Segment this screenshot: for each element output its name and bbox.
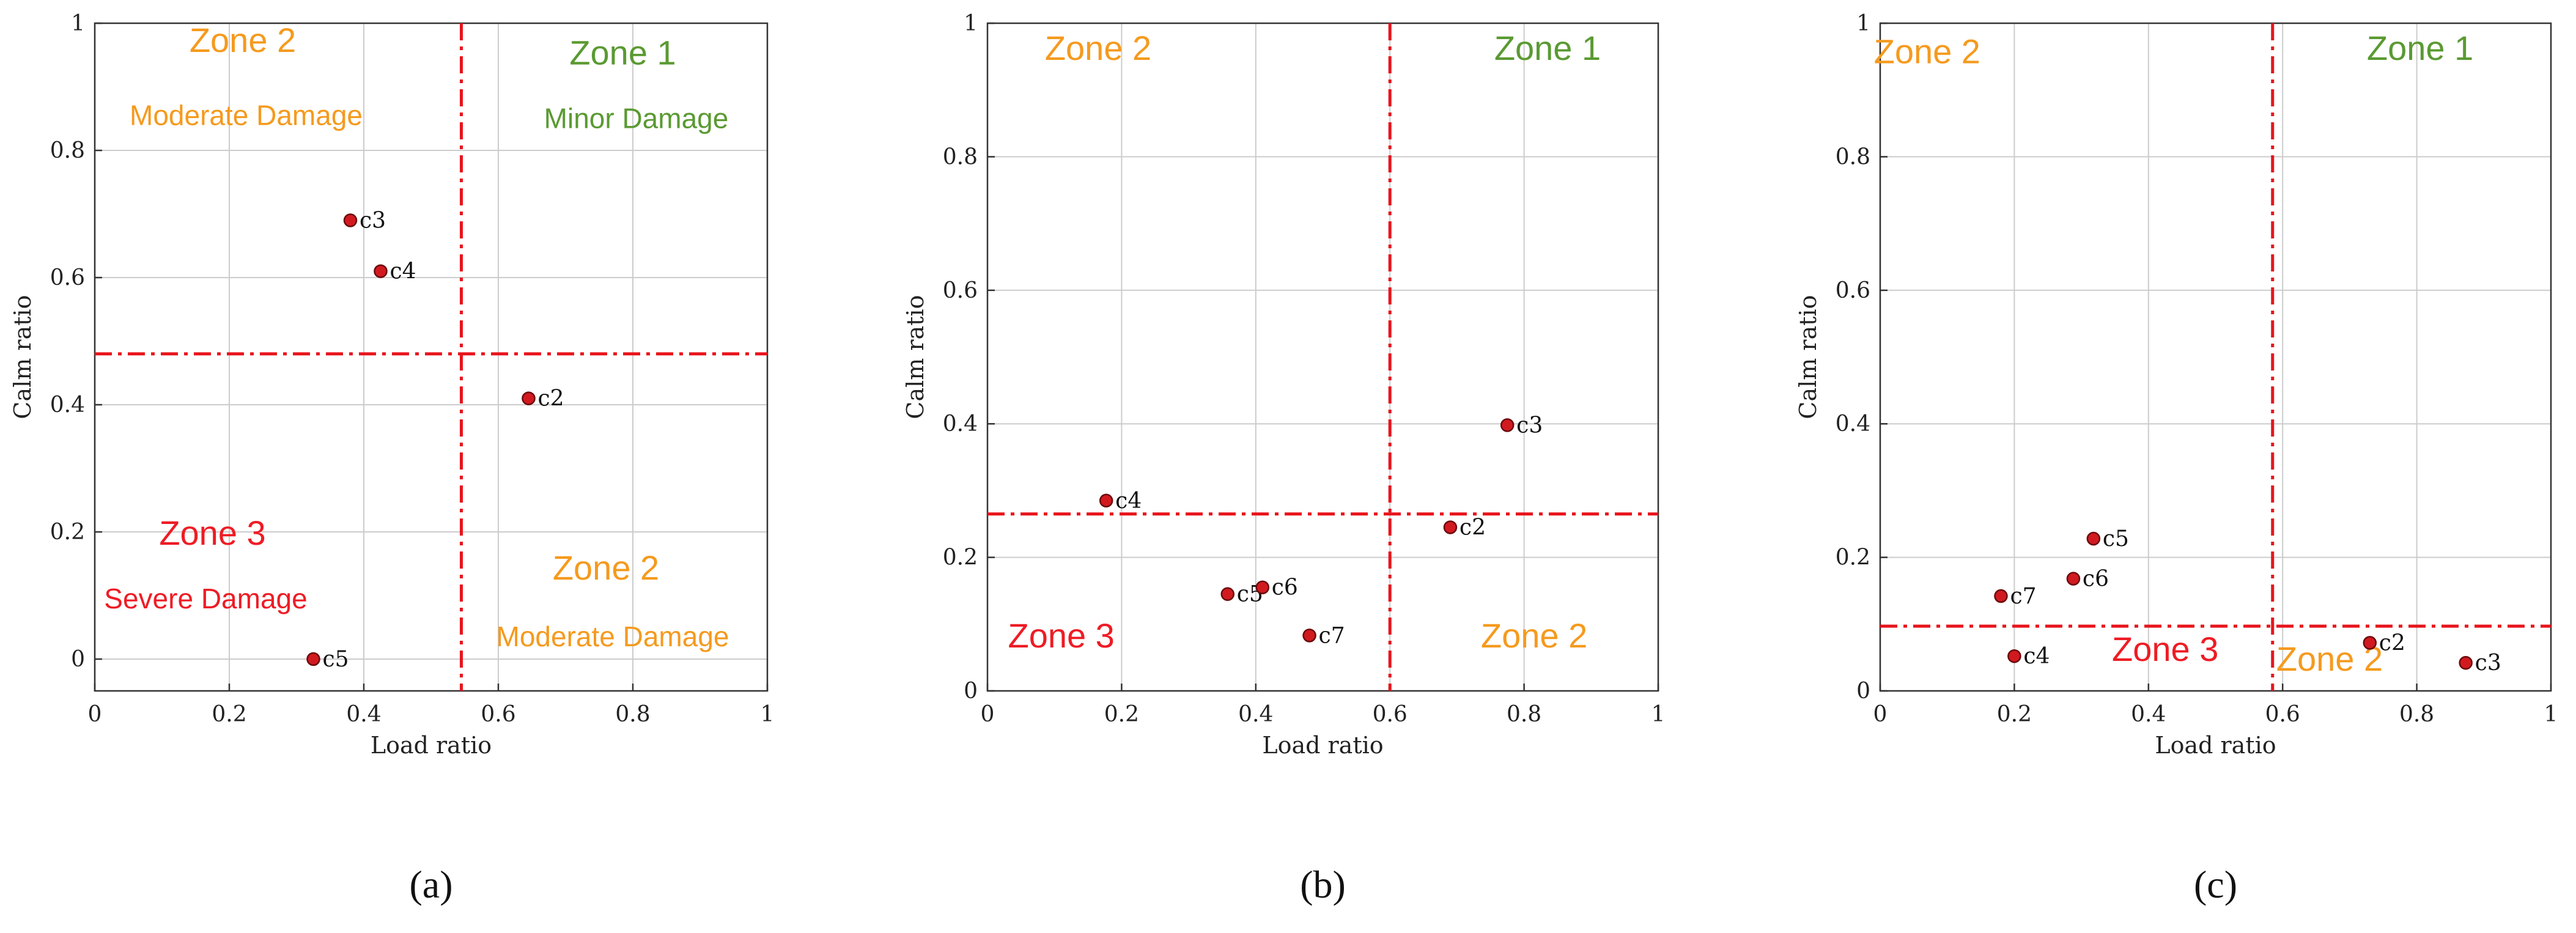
chart-1-ytick-label-0: 0: [71, 647, 85, 672]
chart-3-point-label-c4: c4: [2023, 644, 2050, 669]
chart-3-point-label-c5: c5: [2103, 526, 2129, 551]
chart-2-point-c2: [1443, 520, 1458, 534]
chart-3-ytick-label-4: 0.8: [1836, 144, 1870, 169]
chart-2-point-c4: [1099, 493, 1113, 508]
chart-2-xtick-label-3: 0.6: [1373, 702, 1408, 727]
chart-a: 0 0.2 0.4 0.6 0.8 1 0 0.2 0.4 0.6 0.8 1 Load ratio Ca…: [9, 11, 774, 906]
chart-2-point-c5: [1220, 587, 1234, 601]
chart-1-point-c3: [343, 213, 358, 227]
chart-1-xtick-label-3: 0.6: [481, 702, 515, 727]
chart-2-caption: (b): [1300, 863, 1346, 906]
chart-3-annotation-2: Zone 3: [2112, 630, 2218, 668]
chart-1-point-label-c3: c3: [360, 208, 386, 233]
chart-2-ytick-label-2: 0.4: [943, 411, 978, 437]
chart-3-point-c3: [2459, 655, 2473, 670]
chart-2-ytick-label-4: 0.8: [943, 144, 978, 169]
chart-3-xtick-label-2: 0.4: [2131, 702, 2166, 727]
chart-1-annotation-5: Severe Damage: [104, 583, 307, 614]
chart-2-annotation-3: Zone 2: [1481, 616, 1587, 655]
chart-3-point-c4: [2007, 649, 2021, 663]
chart-3-xtick-label-1: 0.2: [1997, 702, 2032, 727]
chart-3-xtick-label-3: 0.6: [2265, 702, 2300, 727]
chart-1-point-c4: [374, 264, 388, 278]
chart-2-point-c3: [1500, 418, 1515, 432]
chart-3-point-c7: [1994, 589, 2008, 603]
chart-1-annotation-4: Zone 3: [159, 514, 265, 552]
chart-3-caption: (c): [2194, 863, 2237, 906]
chart-b: 0 0.2 0.4 0.6 0.8 1 0 0.2 0.4 0.6 0.8 1 Load ratio Ca…: [902, 11, 1665, 906]
chart-2-ytick-label-1: 0.2: [943, 545, 978, 570]
chart-1-point-label-c4: c4: [390, 259, 416, 284]
chart-2-xtick-label-5: 1: [1652, 702, 1666, 727]
chart-3-xtick-label-5: 1: [2544, 702, 2558, 727]
chart-3-point-label-c2: c2: [2379, 630, 2405, 655]
chart-1-xtick-label-5: 1: [761, 702, 775, 727]
chart-3-ytick-label-3: 0.6: [1836, 278, 1870, 303]
chart-2-annotation-2: Zone 3: [1008, 616, 1114, 655]
chart-1-frame: [94, 22, 769, 692]
chart-1-annotation-2: Zone 1: [569, 34, 676, 72]
chart-1-xlabel: Load ratio: [371, 732, 492, 759]
chart-3-point-label-c3: c3: [2475, 651, 2501, 676]
chart-3-point-label-c6: c6: [2083, 567, 2109, 592]
chart-3-annotation-1: Zone 1: [2367, 29, 2473, 67]
chart-3-xtick-label-4: 0.8: [2399, 702, 2434, 727]
chart-1-point-label-c5: c5: [323, 647, 349, 672]
chart-c: 0 0.2 0.4 0.6 0.8 1 0 0.2 0.4 0.6 0.8 1 Load ratio Ca…: [1795, 11, 2558, 906]
chart-1-annotation-3: Minor Damage: [544, 103, 729, 135]
chart-1-annotation-1: Moderate Damage: [130, 99, 363, 131]
chart-1-xtick-label-0: 0: [88, 702, 102, 727]
chart-2-annotation-1: Zone 1: [1494, 29, 1601, 67]
chart-3-point-label-c7: c7: [2010, 584, 2036, 609]
chart-2-point-label-c3: c3: [1516, 413, 1543, 438]
chart-1-ytick-label-4: 0.8: [50, 138, 85, 163]
chart-3-point-c5: [2086, 531, 2101, 546]
chart-1-point-c2: [522, 391, 536, 405]
chart-3-point-c6: [2066, 572, 2081, 586]
chart-2-annotation-0: Zone 2: [1045, 29, 1151, 67]
chart-2-point-c6: [1255, 580, 1270, 594]
chart-1-ytick-label-2: 0.4: [50, 393, 85, 418]
chart-2-frame: [986, 22, 1659, 692]
chart-1-xtick-label-4: 0.8: [615, 702, 650, 727]
chart-3-ylabel: Calm ratio: [1795, 295, 1821, 419]
chart-1-ytick-label-1: 0.2: [50, 520, 85, 545]
chart-3-point-c2: [2363, 636, 2377, 650]
chart-1-ytick-label-5: 1: [71, 11, 85, 36]
chart-2-ylabel: Calm ratio: [902, 295, 929, 419]
chart-2-xlabel: Load ratio: [1262, 732, 1383, 759]
chart-1-xtick-label-2: 0.4: [346, 702, 381, 727]
chart-3-xlabel: Load ratio: [2155, 732, 2276, 759]
chart-3-ytick-label-1: 0.2: [1836, 545, 1870, 570]
chart-2-xtick-label-2: 0.4: [1238, 702, 1273, 727]
chart-1-point-c5: [306, 652, 320, 666]
chart-3-annotation-0: Zone 2: [1874, 32, 1980, 71]
chart-3-ytick-label-0: 0: [1856, 679, 1870, 704]
chart-1-annotation-6: Zone 2: [553, 548, 659, 587]
chart-1-xtick-label-1: 0.2: [212, 702, 246, 727]
chart-3-ytick-label-2: 0.4: [1836, 411, 1870, 437]
chart-2-point-label-c2: c2: [1460, 515, 1486, 540]
chart-1-annotation-0: Zone 2: [190, 21, 296, 59]
chart-2-xtick-label-0: 0: [981, 702, 995, 727]
chart-1-ytick-label-3: 0.6: [50, 265, 85, 290]
chart-1-point-label-c2: c2: [538, 386, 564, 411]
chart-2-ytick-label-0: 0: [964, 679, 978, 704]
chart-3-xtick-label-0: 0: [1873, 702, 1888, 727]
chart-3-frame: [1879, 22, 2552, 692]
chart-2-point-label-c6: c6: [1272, 575, 1298, 600]
chart-2-xtick-label-4: 0.8: [1507, 702, 1541, 727]
chart-2-point-c7: [1302, 629, 1316, 643]
chart-2-point-label-c4: c4: [1115, 489, 1142, 514]
chart-1-caption: (a): [409, 863, 452, 906]
chart-3-ytick-label-5: 1: [1856, 11, 1870, 36]
chart-2-ytick-label-5: 1: [964, 11, 978, 36]
chart-1-ylabel: Calm ratio: [9, 295, 36, 419]
chart-2-xtick-label-1: 0.2: [1104, 702, 1139, 727]
chart-2-point-label-c7: c7: [1319, 623, 1345, 648]
chart-1-annotation-7: Moderate Damage: [496, 621, 729, 652]
chart-2-ytick-label-3: 0.6: [943, 278, 978, 303]
